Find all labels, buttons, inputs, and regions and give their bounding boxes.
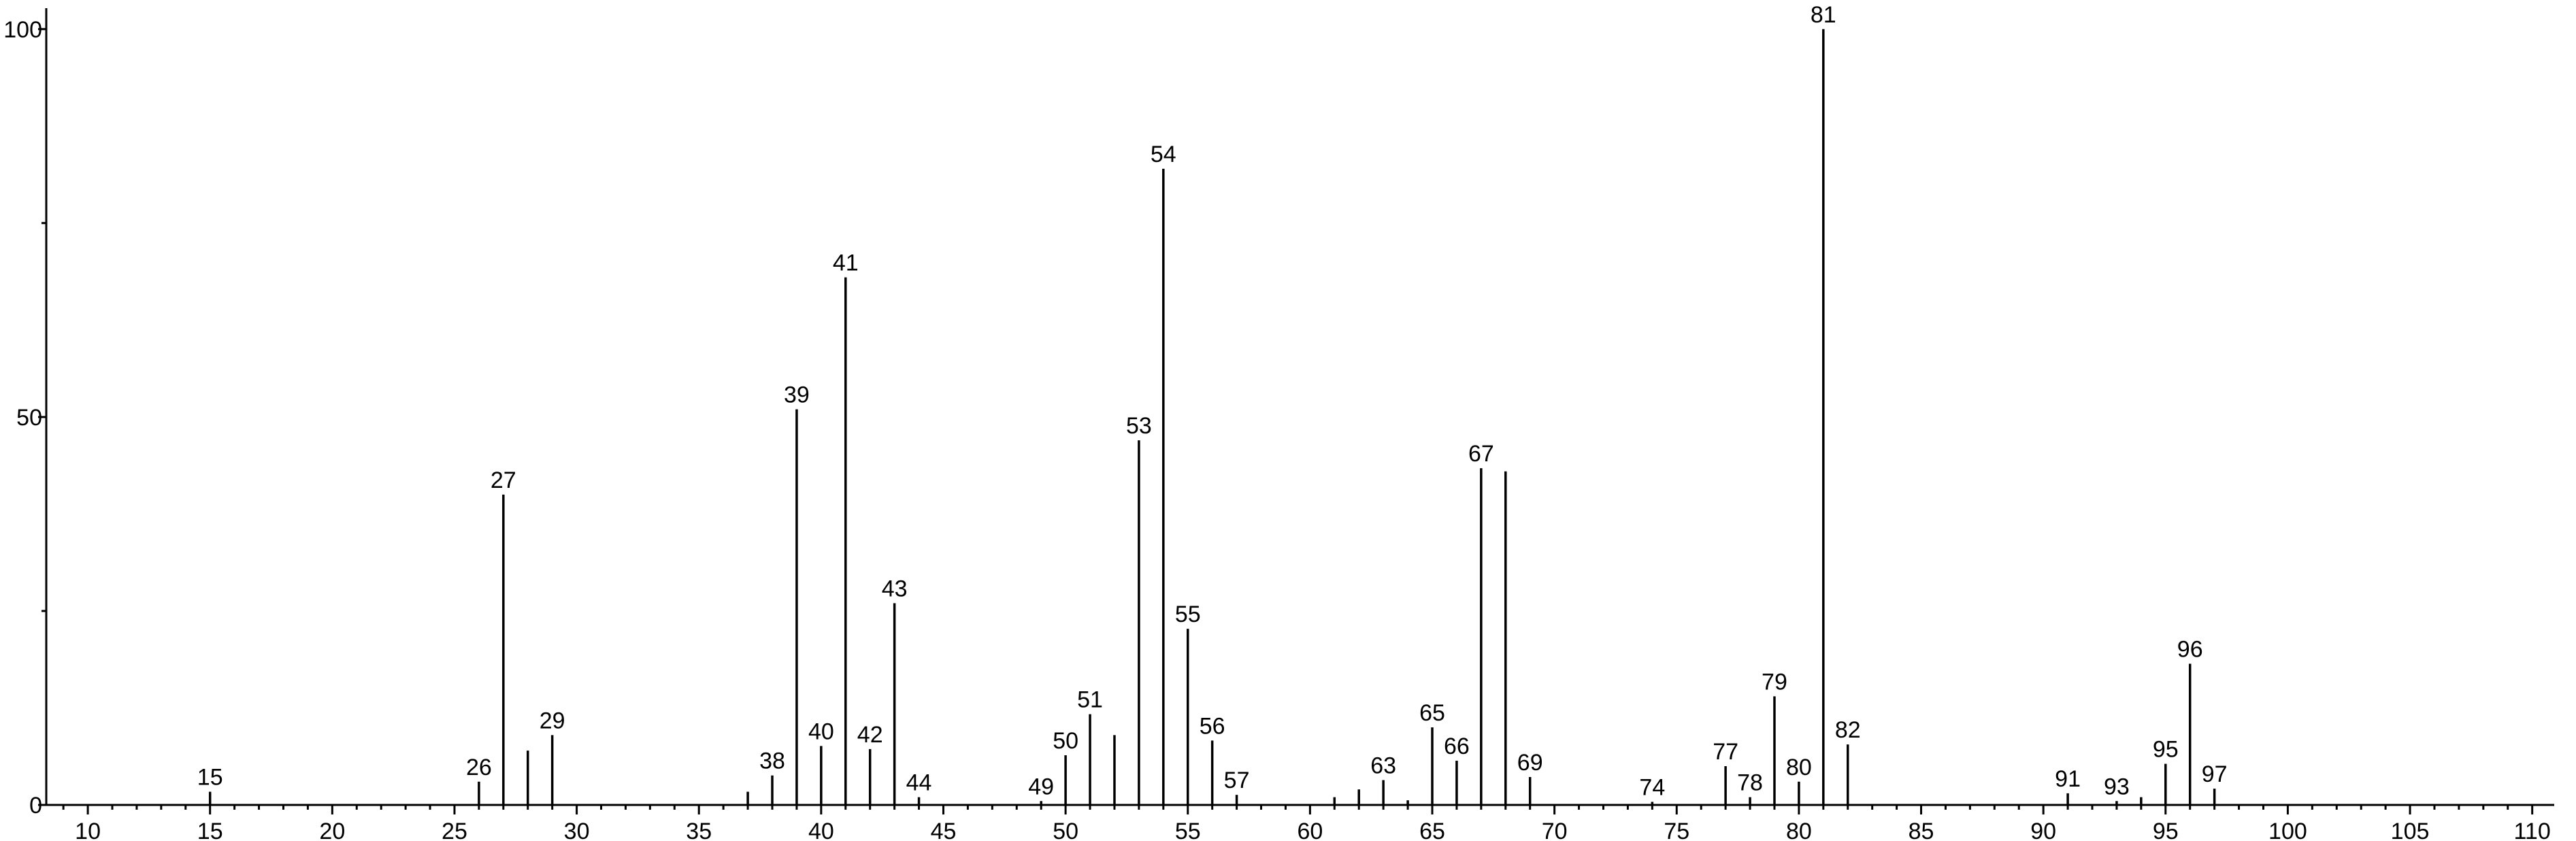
peak-label: 27 bbox=[491, 467, 516, 493]
peak-label: 82 bbox=[1835, 717, 1861, 743]
peak-label: 26 bbox=[466, 755, 492, 780]
peak-label: 91 bbox=[2055, 766, 2081, 792]
x-tick-label: 80 bbox=[1786, 819, 1812, 841]
peak-label: 66 bbox=[1444, 733, 1470, 759]
peak-label: 77 bbox=[1713, 739, 1738, 765]
peak-label: 57 bbox=[1224, 768, 1250, 793]
peak-label: 81 bbox=[1811, 2, 1836, 28]
peak-label: 41 bbox=[833, 250, 859, 276]
x-tick-label: 110 bbox=[2514, 819, 2551, 841]
x-tick-label: 105 bbox=[2391, 819, 2430, 841]
peak-label: 65 bbox=[1419, 700, 1445, 726]
y-tick-label: 100 bbox=[3, 17, 42, 43]
x-tick-label: 25 bbox=[442, 819, 467, 841]
x-tick-label: 50 bbox=[1053, 819, 1078, 841]
peak-label: 42 bbox=[857, 722, 883, 748]
x-tick-label: 45 bbox=[931, 819, 957, 841]
peak-label: 15 bbox=[197, 765, 223, 791]
peak-label: 79 bbox=[1762, 669, 1787, 695]
peak-label: 39 bbox=[784, 382, 810, 408]
peak-label: 63 bbox=[1370, 753, 1396, 779]
x-tick-label: 10 bbox=[75, 819, 101, 841]
peak-label: 29 bbox=[540, 708, 565, 733]
y-tick-label: 50 bbox=[16, 405, 42, 431]
x-tick-label: 85 bbox=[1909, 819, 1934, 841]
x-tick-label: 75 bbox=[1664, 819, 1689, 841]
peak-label: 95 bbox=[2153, 737, 2179, 763]
peak-label: 43 bbox=[882, 576, 908, 602]
peak-label: 49 bbox=[1028, 774, 1054, 799]
peak-label: 54 bbox=[1151, 142, 1176, 167]
peak-label: 40 bbox=[808, 719, 834, 744]
x-tick-label: 40 bbox=[808, 819, 834, 841]
peak-label: 51 bbox=[1077, 687, 1103, 713]
y-tick-label: 0 bbox=[29, 793, 42, 819]
x-tick-label: 20 bbox=[319, 819, 345, 841]
x-tick-label: 35 bbox=[686, 819, 712, 841]
peak-label: 97 bbox=[2202, 761, 2228, 787]
x-tick-label: 100 bbox=[2268, 819, 2307, 841]
x-tick-label: 15 bbox=[197, 819, 223, 841]
peak-label: 56 bbox=[1200, 713, 1225, 739]
peak-label: 96 bbox=[2177, 636, 2203, 662]
x-tick-label: 95 bbox=[2153, 819, 2179, 841]
peak-label: 69 bbox=[1517, 750, 1543, 776]
peak-label: 44 bbox=[906, 770, 932, 796]
x-tick-label: 90 bbox=[2030, 819, 2056, 841]
x-tick-label: 55 bbox=[1175, 819, 1201, 841]
peak-label: 78 bbox=[1737, 770, 1763, 796]
peak-label: 53 bbox=[1126, 413, 1152, 439]
peak-label: 74 bbox=[1639, 774, 1665, 800]
peak-label: 80 bbox=[1786, 755, 1812, 780]
x-tick-label: 30 bbox=[564, 819, 590, 841]
x-tick-label: 60 bbox=[1297, 819, 1323, 841]
peak-label: 38 bbox=[759, 748, 785, 774]
peak-label: 55 bbox=[1175, 601, 1201, 627]
peak-label: 67 bbox=[1468, 441, 1494, 467]
x-tick-label: 65 bbox=[1419, 819, 1445, 841]
x-tick-label: 70 bbox=[1542, 819, 1568, 841]
peak-label: 50 bbox=[1053, 728, 1078, 754]
peak-label: 93 bbox=[2104, 774, 2130, 799]
